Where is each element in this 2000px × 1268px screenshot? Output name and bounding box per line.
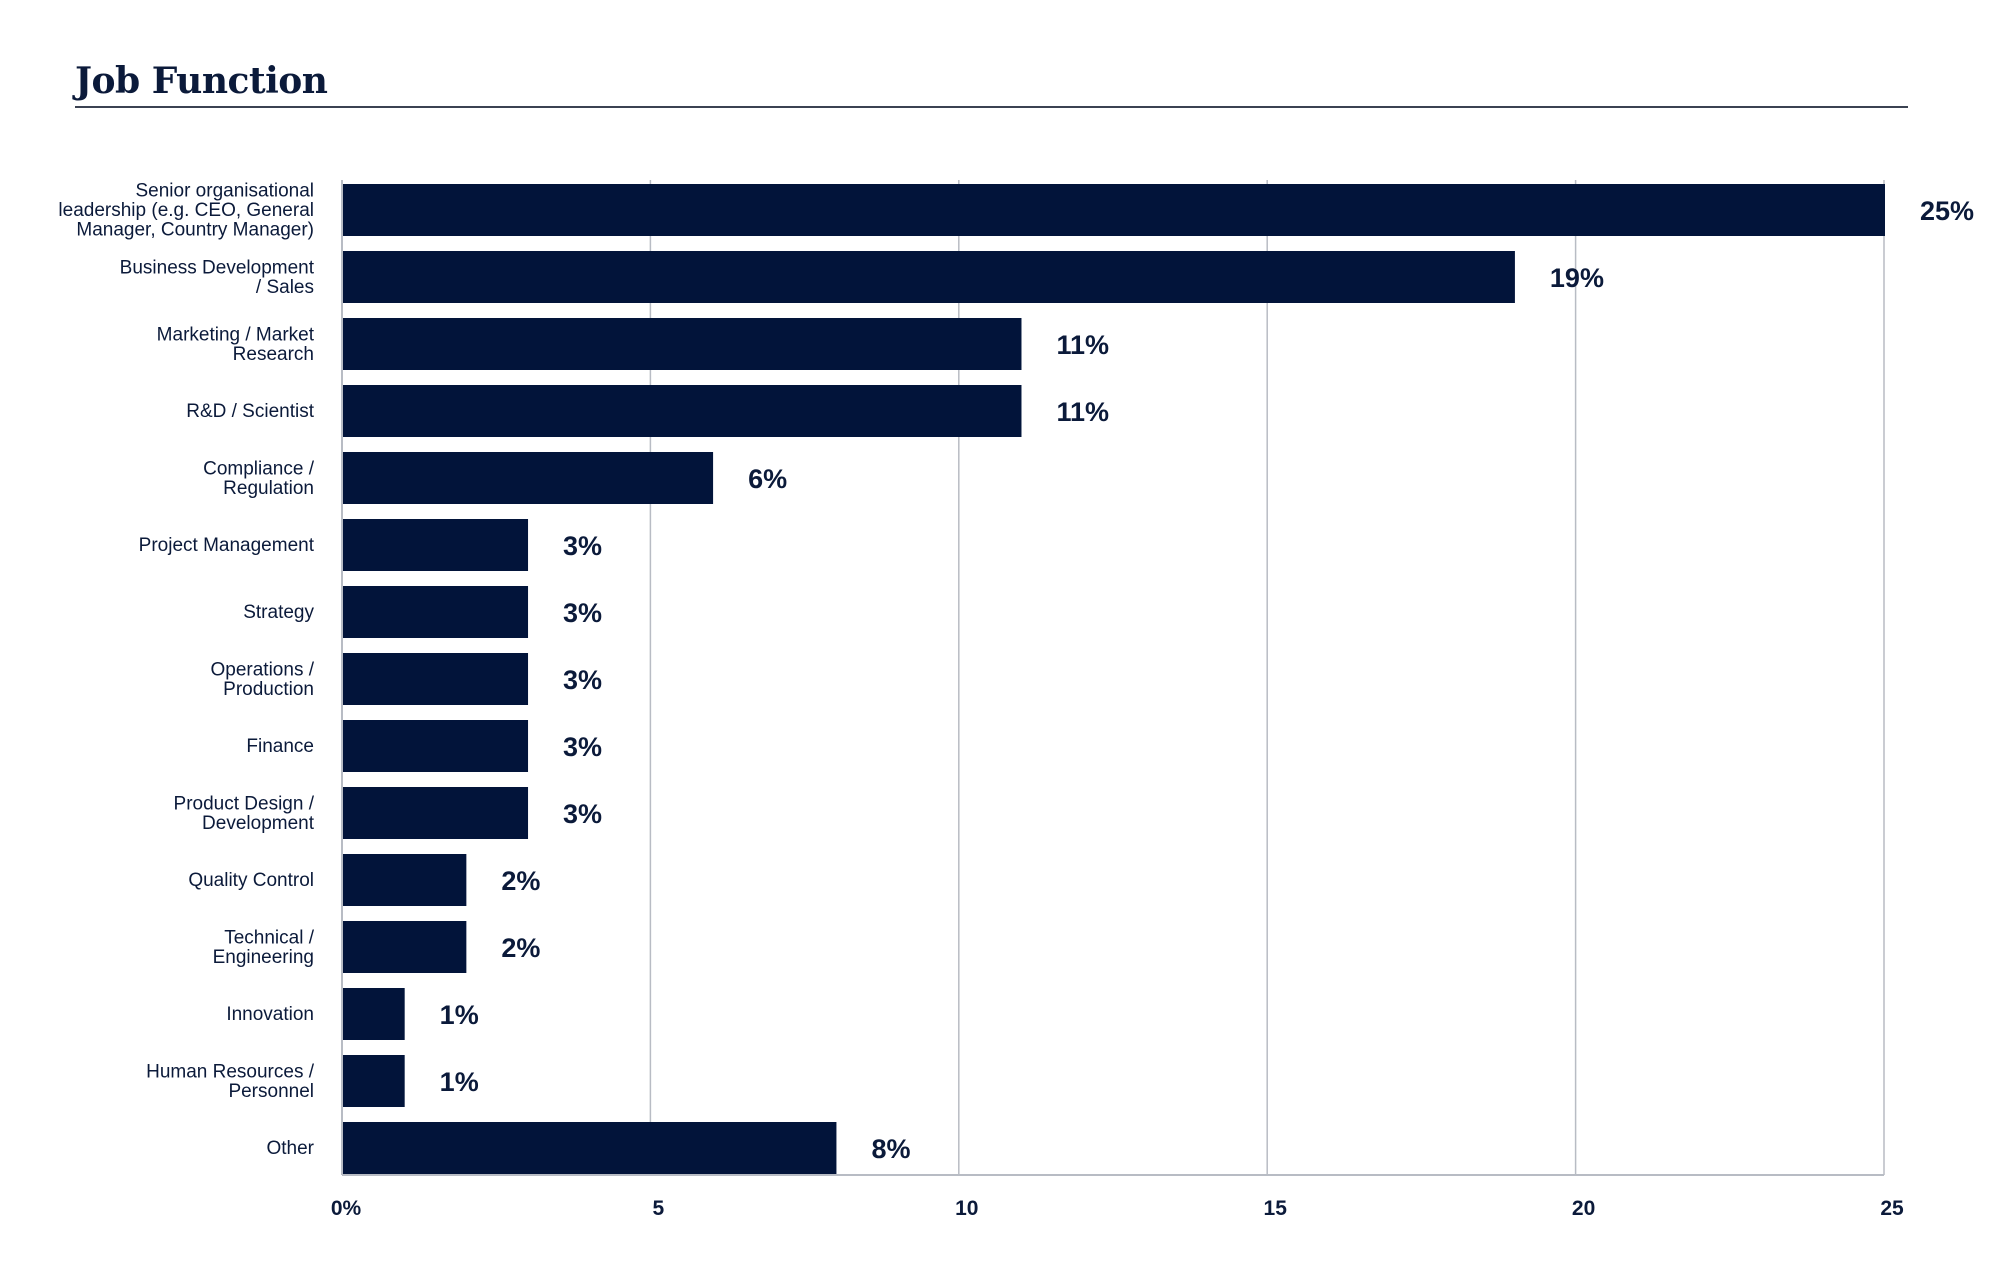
data-label: 11% — [1056, 397, 1109, 427]
data-label: 3% — [563, 732, 602, 762]
category-label: Product Design / Development — [174, 793, 315, 834]
axes — [341, 180, 1884, 1176]
value-labels: 25% 19% 11% 11% 6% 3% 3% 3% 3% 3% 2% 2% 1% 1% 8% — [440, 196, 1974, 1164]
category-label: Technical / Engineering — [213, 927, 315, 968]
category-label: Marketing / Market Research — [157, 324, 315, 365]
bar — [343, 318, 1022, 370]
bar — [343, 787, 529, 839]
category-labels: Senior organisational leadership (e.g. CE… — [58, 181, 314, 1160]
bar — [343, 184, 1885, 236]
bars — [343, 184, 1885, 1174]
data-label: 3% — [563, 665, 602, 695]
bar — [343, 1055, 405, 1107]
category-label: Strategy — [243, 602, 314, 623]
category-label: Human Resources / Personnel — [146, 1061, 315, 1102]
x-tick-label: 0% — [331, 1197, 362, 1220]
data-label: 19% — [1550, 263, 1604, 293]
data-label: 3% — [563, 799, 602, 829]
data-label: 3% — [563, 531, 602, 561]
data-label: 11% — [1056, 330, 1109, 360]
data-label: 8% — [871, 1134, 910, 1164]
bar — [343, 1122, 837, 1174]
category-label: Operations / Production — [211, 659, 315, 700]
bar — [343, 385, 1022, 437]
bar — [343, 720, 529, 772]
bar — [343, 452, 714, 504]
x-tick-label: 5 — [653, 1197, 665, 1220]
bar — [343, 988, 405, 1040]
x-tick-labels: 0% 5 10 15 20 25 — [331, 1197, 1904, 1220]
bar — [343, 921, 467, 973]
bar — [343, 519, 529, 571]
bar — [343, 251, 1515, 303]
category-label: Project Management — [139, 535, 315, 556]
data-label: 6% — [748, 464, 787, 494]
data-label: 1% — [440, 1000, 479, 1030]
data-label: 1% — [440, 1067, 479, 1097]
bar — [343, 854, 467, 906]
bar — [343, 653, 529, 705]
data-label: 3% — [563, 598, 602, 628]
data-label: 2% — [501, 866, 540, 896]
category-label: Compliance / Regulation — [203, 458, 315, 499]
category-label: Business Development / Sales — [120, 257, 315, 298]
x-tick-label: 20 — [1572, 1197, 1595, 1220]
category-label: Finance — [246, 736, 314, 757]
x-tick-label: 10 — [955, 1197, 978, 1220]
category-label: Innovation — [226, 1004, 314, 1025]
title-divider — [75, 106, 1908, 108]
bar — [343, 586, 529, 638]
x-tick-label: 25 — [1880, 1197, 1904, 1220]
category-label: Other — [266, 1138, 314, 1159]
page-title: Job Function — [75, 60, 328, 102]
category-label: R&D / Scientist — [186, 401, 314, 422]
category-label: Senior organisational leadership (e.g. CE… — [58, 181, 314, 241]
category-label: Quality Control — [188, 870, 314, 891]
x-tick-label: 15 — [1264, 1197, 1288, 1220]
data-label: 25% — [1920, 196, 1974, 226]
data-label: 2% — [501, 933, 540, 963]
